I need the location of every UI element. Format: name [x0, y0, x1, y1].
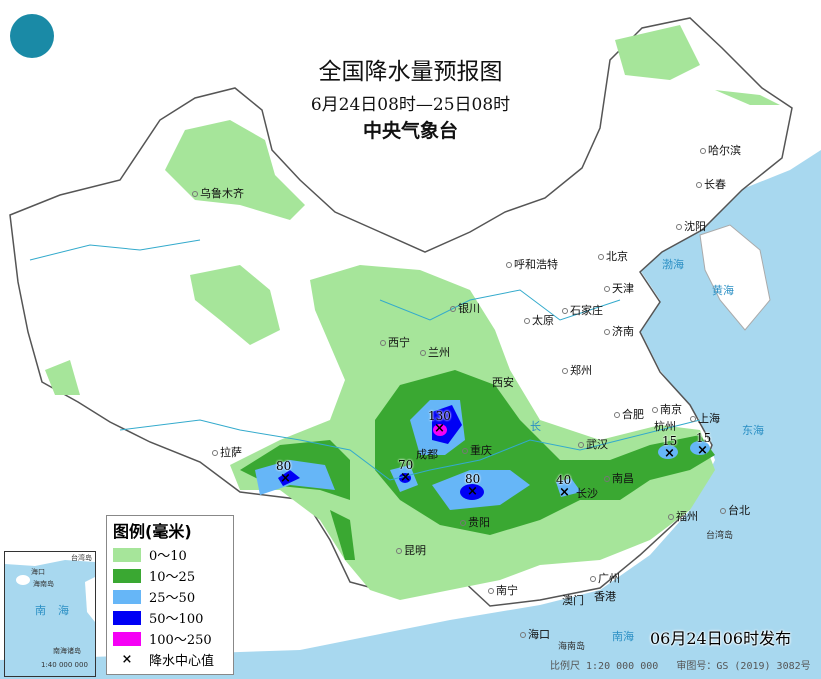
- legend-label: 0～10: [149, 549, 187, 564]
- sea-label: 渤海: [662, 258, 684, 271]
- sea-label: 黄海: [712, 284, 734, 297]
- city-label: 澳门: [562, 594, 584, 607]
- inset-islands: 南海诸岛: [53, 647, 81, 655]
- city-label: 郑州: [562, 364, 592, 377]
- legend-label: 降水中心值: [149, 654, 215, 669]
- rain-center-value: 15: [662, 434, 678, 448]
- island-label: 台湾岛: [706, 531, 734, 541]
- city-label: 长春: [696, 178, 726, 191]
- rain-center-marker: ×: [434, 421, 445, 436]
- inset-island: 海南岛: [33, 580, 54, 588]
- rain-center-value: 15: [696, 431, 712, 445]
- city-label: 兰州: [420, 346, 450, 359]
- korea: [699, 224, 771, 331]
- rain-center-value: 130: [428, 409, 451, 423]
- legend-swatch: [113, 589, 141, 604]
- issue-time: 06月24日06时发布: [650, 629, 792, 648]
- city-label: 杭州: [654, 420, 676, 433]
- scale-text: 比例尺 1:20 000 000: [550, 661, 659, 672]
- city-label: 济南: [604, 325, 634, 338]
- rain-center-marker: ×: [697, 443, 708, 458]
- city-label: 银川: [450, 302, 480, 315]
- city-label: 乌鲁木齐: [192, 187, 244, 200]
- rain-center-marker: ×: [280, 471, 291, 486]
- forecast-period: 6月24日08时—25日08时: [310, 95, 511, 115]
- legend-swatch: [113, 610, 141, 625]
- legend-item: 25～50: [113, 586, 233, 607]
- rain-100-250: [433, 424, 447, 436]
- approval-number: 审图号：GS (2019) 3082号: [676, 661, 811, 672]
- legend-title: 图例(毫米): [113, 522, 192, 541]
- city-label: 南宁: [488, 584, 518, 597]
- legend-item: 50～100: [113, 607, 233, 628]
- legend-swatch: [113, 547, 141, 562]
- inset-island: 台湾岛: [71, 554, 92, 562]
- inset-sea: 南海: [35, 604, 81, 617]
- city-label: 天津: [604, 282, 634, 295]
- city-label: 福州: [668, 510, 698, 523]
- city-label: 拉萨: [212, 446, 242, 459]
- city-label: 沈阳: [676, 220, 706, 233]
- south-china-sea-inset: 海口 海南岛 台湾岛 南海 南海诸岛 1:40 000 000: [4, 551, 96, 677]
- legend-label: 25～50: [149, 591, 196, 606]
- city-label: 南京: [652, 403, 682, 416]
- legend: 图例(毫米) 0～10 10～25 25～50 50～100 100～250 ×…: [106, 515, 234, 675]
- legend-item: 10～25: [113, 565, 233, 586]
- river-label: 长: [530, 420, 541, 433]
- rain-center-value: 70: [398, 458, 414, 472]
- sea-label: 南海: [612, 630, 634, 643]
- cma-logo-icon: [10, 14, 54, 58]
- city-label: 台北: [720, 504, 750, 517]
- city-label: 成都: [416, 448, 438, 461]
- city-label: 南昌: [604, 472, 634, 485]
- legend-label: 100～250: [149, 633, 212, 648]
- inset-city: 海口: [31, 568, 45, 576]
- rain-center-value: 80: [465, 472, 481, 486]
- city-label: 海口: [520, 628, 550, 641]
- sea-label: 东海: [742, 424, 764, 437]
- issuer: 中央气象台: [362, 120, 458, 142]
- city-label: 哈尔滨: [700, 144, 741, 157]
- city-label: 合肥: [614, 408, 644, 421]
- map-title: 全国降水量预报图: [318, 59, 503, 85]
- legend-label: 10～25: [149, 570, 196, 585]
- rain-center-marker: ×: [467, 484, 478, 499]
- city-label: 呼和浩特: [506, 258, 558, 271]
- legend-swatch: [113, 631, 141, 646]
- city-label: 西安: [492, 376, 514, 389]
- city-label: 昆明: [396, 544, 426, 557]
- city-label: 广州: [590, 572, 620, 585]
- legend-swatch: [113, 568, 141, 583]
- map-footer: 比例尺 1:20 000 000 审图号：GS (2019) 3082号: [550, 657, 811, 672]
- rain-center-marker: ×: [400, 470, 411, 485]
- rain-center-value: 40: [556, 473, 572, 487]
- legend-item: 100～250: [113, 628, 233, 649]
- island-label: 海南岛: [558, 642, 586, 652]
- city-label: 上海: [690, 412, 720, 425]
- city-label: 西宁: [380, 336, 410, 349]
- city-label: 武汉: [578, 438, 608, 451]
- city-label: 北京: [598, 250, 628, 263]
- rain-center-value: 80: [276, 459, 292, 473]
- inset-scale: 1:40 000 000: [41, 661, 88, 669]
- legend-label: 50～100: [149, 612, 204, 627]
- legend-item: 0～10: [113, 544, 233, 565]
- legend-item: × 降水中心值: [113, 649, 233, 670]
- city-label: 太原: [524, 314, 554, 327]
- rain-center-icon: ×: [121, 652, 133, 667]
- city-label: 重庆: [462, 444, 492, 457]
- sea: [0, 150, 821, 679]
- rain-center-marker: ×: [664, 446, 675, 461]
- city-label: 长沙: [576, 487, 598, 500]
- city-label: 香港: [594, 590, 616, 603]
- rain-center-marker: ×: [559, 485, 570, 500]
- city-label: 贵阳: [460, 516, 490, 529]
- city-label: 石家庄: [562, 304, 603, 317]
